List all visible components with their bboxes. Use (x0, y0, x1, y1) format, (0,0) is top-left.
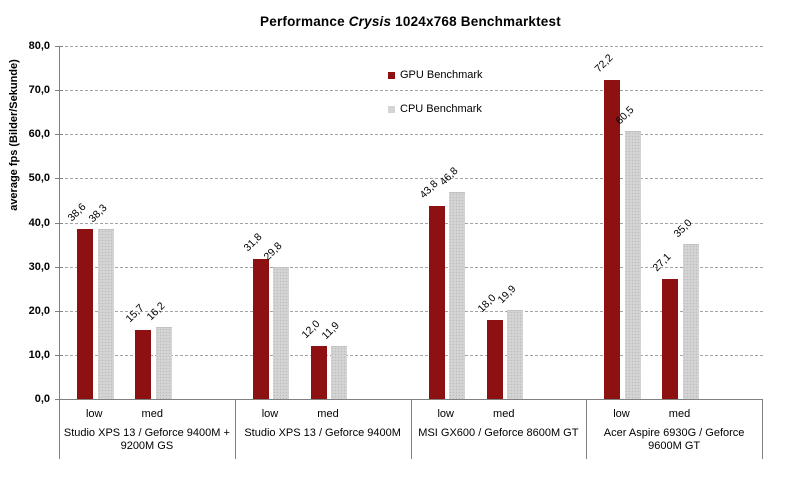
bar-value-label: 12,0 (299, 318, 323, 342)
bar-value-label: 29,8 (261, 239, 285, 263)
gpu-benchmark-bar (135, 329, 151, 399)
device-label: Studio XPS 13 / Geforce 9400M + 9200M GS (63, 427, 230, 452)
setting-label-low: low (85, 408, 103, 420)
gpu-benchmark-bar (252, 258, 269, 399)
y-tick-label: 50,0 (28, 172, 50, 185)
chart-title: Performance Crysis 1024x768 Benchmarktes… (59, 14, 762, 29)
y-tick-label: 40,0 (28, 216, 50, 229)
bar-value-label: 27,1 (650, 251, 674, 275)
legend-item: GPU Benchmark (388, 69, 483, 81)
legend-label: CPU Benchmark (400, 103, 482, 115)
gridline (60, 90, 763, 92)
legend-label: GPU Benchmark (400, 69, 483, 81)
gpu-benchmark-bar (486, 319, 503, 399)
cpu-benchmark-bar (682, 243, 699, 399)
category-separator (59, 399, 60, 459)
category-separator (586, 399, 588, 459)
bar-value-label: 19,9 (495, 283, 519, 307)
bar-value-label: 15,7 (123, 301, 147, 325)
y-tick-mark (55, 134, 63, 136)
bar-value-label: 46,8 (437, 164, 461, 188)
y-tick-mark (55, 178, 63, 180)
category-separator (410, 399, 412, 459)
y-tick-mark (55, 46, 63, 47)
bar-value-label: 72,2 (592, 52, 616, 76)
gpu-benchmark-bar (662, 279, 679, 399)
setting-label-low: low (437, 408, 455, 420)
category-group: low med Acer Aspire 6930G / Geforce 9600M … (586, 399, 762, 461)
gridline (60, 178, 763, 180)
y-tick-label: 60,0 (28, 128, 50, 141)
cpu-benchmark-bar (449, 191, 465, 399)
legend-item: CPU Benchmark (388, 103, 482, 115)
setting-label-low: low (613, 408, 630, 420)
y-tick-label: 30,0 (28, 260, 50, 273)
setting-label-med: med (493, 408, 515, 420)
y-tick-label: 20,0 (28, 304, 50, 317)
y-tick-mark (55, 310, 63, 312)
gpu-benchmark-bar (428, 205, 445, 399)
setting-label-med: med (668, 408, 691, 420)
chart-title-game-name: Crysis (348, 14, 392, 29)
category-group: low med Studio XPS 13 / Geforce 9400M (235, 399, 411, 461)
category-separator (234, 399, 236, 459)
category-group: low med Studio XPS 13 / Geforce 9400M + 92… (59, 399, 235, 461)
plot-area: 38,6 15,7 38,3 16,2 31,8 12,0 29,8 11,9 43,8 18,0… (59, 46, 763, 400)
y-tick-label: 0,0 (34, 393, 50, 405)
gridline (60, 134, 763, 136)
category-group: low med MSI GX600 / Geforce 8600M GT (411, 399, 587, 461)
cpu-benchmark-bar (97, 229, 114, 399)
cpu-benchmark-bar (507, 310, 523, 399)
y-tick-label: 70,0 (28, 84, 50, 97)
bar-value-label: 43,8 (417, 177, 440, 201)
gpu-legend-swatch-icon (388, 71, 395, 79)
cpu-benchmark-bar (331, 345, 348, 399)
bar-value-label: 38,6 (65, 200, 89, 224)
gridline (60, 354, 763, 356)
gridline (60, 222, 763, 224)
chart-title-suffix: 1024x768 Benchmarktest (391, 14, 561, 29)
y-tick-mark (55, 266, 63, 268)
gpu-benchmark-bar (77, 228, 93, 399)
device-label: Acer Aspire 6930G / Geforce 9600M GT (603, 427, 745, 452)
setting-label-med: med (317, 408, 339, 420)
gpu-benchmark-bar (310, 346, 327, 399)
setting-label-med: med (141, 408, 163, 420)
bar-value-label: 31,8 (241, 230, 265, 254)
chart-title-prefix: Performance (260, 14, 349, 29)
category-separator (762, 399, 763, 459)
device-label: Studio XPS 13 / Geforce 9400M (244, 427, 401, 439)
y-tick-label: 80,0 (28, 40, 50, 52)
cpu-legend-swatch-icon (388, 105, 395, 113)
y-tick-mark (55, 354, 63, 356)
y-tick-mark (55, 90, 63, 92)
cpu-benchmark-bar (155, 326, 172, 399)
cpu-benchmark-bar (273, 266, 290, 399)
gridline (60, 310, 763, 312)
cpu-benchmark-bar (624, 131, 641, 399)
gridline (60, 266, 763, 268)
gridline (60, 46, 763, 47)
device-label: MSI GX600 / Geforce 8600M GT (418, 427, 579, 439)
bar-value-label: 16,2 (144, 299, 167, 323)
y-tick-label: 10,0 (28, 348, 50, 361)
setting-label-low: low (261, 408, 279, 420)
gpu-benchmark-bar (604, 80, 621, 399)
y-tick-mark (55, 222, 63, 224)
bar-value-label: 11,9 (319, 319, 343, 342)
bar-value-label: 35,0 (671, 216, 695, 240)
